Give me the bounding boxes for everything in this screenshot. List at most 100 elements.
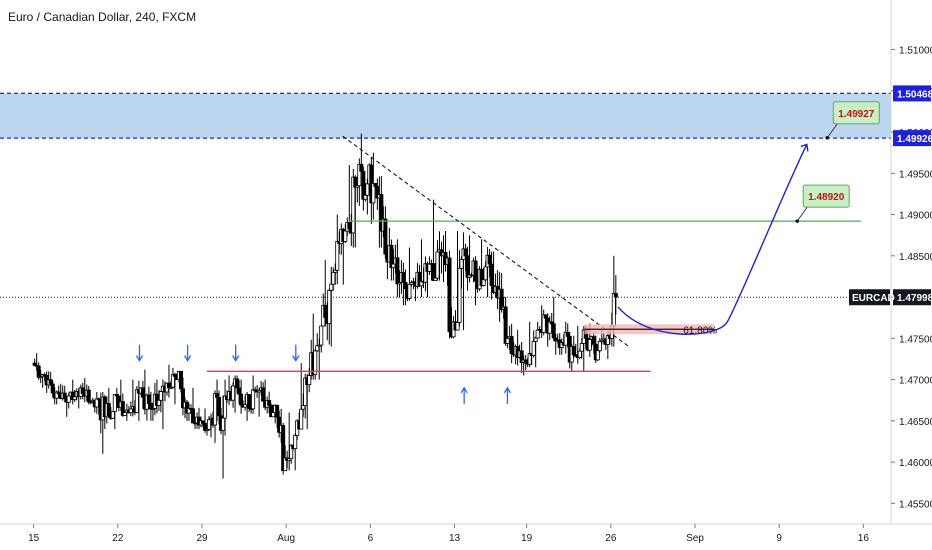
candle — [170, 367, 175, 389]
candle — [481, 267, 486, 287]
y-tick-label: 1.47000 — [899, 376, 932, 387]
svg-text:1.49926: 1.49926 — [897, 134, 932, 145]
trendline — [342, 135, 630, 348]
candle — [120, 393, 125, 417]
y-tick-label: 1.46000 — [899, 458, 932, 469]
current-price-label: 1.47998 — [893, 289, 932, 306]
y-tick-label: 1.49500 — [899, 169, 932, 180]
y-tick-label: 1.45500 — [899, 499, 932, 510]
candle — [203, 408, 208, 433]
candle — [86, 385, 91, 405]
candle — [287, 412, 292, 471]
y-tick-label: 1.51000 — [899, 46, 932, 57]
y-tick-label: 1.46500 — [899, 417, 932, 428]
candle — [299, 363, 304, 430]
x-tick-label: Sep — [686, 533, 704, 544]
candle — [519, 341, 524, 374]
x-tick-label: 19 — [521, 533, 533, 544]
candle — [613, 275, 618, 315]
projection-curve — [617, 144, 808, 335]
x-tick-label: 15 — [28, 533, 40, 544]
candle — [319, 325, 324, 353]
candles-layer — [32, 133, 618, 479]
candle — [439, 241, 444, 274]
zone-top-price-label: 1.50468 — [893, 85, 932, 102]
time-axis[interactable]: 15 22 29 Aug 6 13 19 26 Sep 9 16 — [28, 524, 869, 544]
candle — [313, 349, 318, 380]
up-arrow-icon — [460, 386, 468, 404]
candle — [419, 239, 424, 298]
svg-text:EURCAD: EURCAD — [852, 293, 895, 304]
candle — [80, 382, 85, 400]
x-tick-label: 29 — [196, 533, 208, 544]
x-tick-label: 6 — [368, 533, 374, 544]
zone-bottom-price-label: 1.49926 — [893, 130, 932, 147]
candle — [473, 256, 478, 306]
candle — [114, 387, 119, 405]
candle — [575, 325, 580, 364]
x-tick-label: 22 — [112, 533, 124, 544]
candle — [407, 247, 412, 301]
candle — [40, 373, 45, 388]
candle — [541, 309, 546, 336]
candle — [48, 371, 53, 386]
candle — [353, 175, 358, 248]
x-tick-label: 13 — [449, 533, 461, 544]
svg-text:1.50468: 1.50468 — [897, 89, 932, 100]
down-arrow-icon — [135, 344, 144, 362]
candle — [261, 382, 266, 402]
candle — [371, 152, 376, 220]
candle — [563, 321, 568, 354]
candle — [213, 390, 218, 443]
candle — [94, 391, 99, 414]
candle — [359, 133, 364, 172]
candle — [515, 330, 520, 366]
candle — [431, 199, 436, 281]
target-label: 1.49927 — [838, 109, 875, 120]
y-tick-label: 1.49000 — [899, 211, 932, 222]
down-arrow-icon — [232, 344, 240, 362]
candle — [315, 333, 320, 352]
x-tick-label: Aug — [277, 533, 295, 544]
candle — [461, 232, 466, 331]
candle — [383, 206, 388, 259]
candle — [293, 433, 298, 471]
projection-arrowhead — [800, 143, 809, 152]
candle — [190, 387, 195, 424]
candle — [423, 256, 428, 292]
candle — [347, 165, 352, 234]
y-tick-label: 1.47500 — [899, 334, 932, 345]
candle — [307, 368, 312, 393]
down-arrow-icon — [184, 344, 192, 362]
price-axis[interactable]: 1.510001.505001.500001.495001.490001.485… — [891, 46, 932, 511]
candle — [571, 335, 576, 358]
candle — [289, 444, 294, 464]
candle — [106, 387, 111, 419]
svg-text:1.47998: 1.47998 — [897, 293, 932, 304]
candle — [239, 379, 244, 414]
x-tick-label: 16 — [858, 533, 870, 544]
candle — [247, 394, 252, 413]
candle — [457, 250, 462, 327]
candle — [531, 330, 536, 358]
candle — [361, 166, 366, 211]
candle — [503, 297, 508, 346]
candle — [395, 239, 400, 298]
candle — [535, 321, 540, 339]
drawings-layer: 61.80% 1.48920 1.49927 — [135, 101, 880, 404]
candle — [379, 176, 384, 248]
x-tick-label: 26 — [605, 533, 617, 544]
candle — [251, 375, 256, 414]
candle — [217, 390, 222, 425]
resistance-zone-layer — [0, 92, 891, 298]
candle — [335, 214, 340, 285]
candle — [509, 323, 514, 364]
candle — [597, 338, 602, 353]
candle — [110, 411, 115, 420]
x-tick-label: 9 — [776, 533, 782, 544]
candle — [533, 336, 538, 368]
target-callout: 1.49927 — [825, 101, 880, 140]
candle — [223, 379, 228, 436]
